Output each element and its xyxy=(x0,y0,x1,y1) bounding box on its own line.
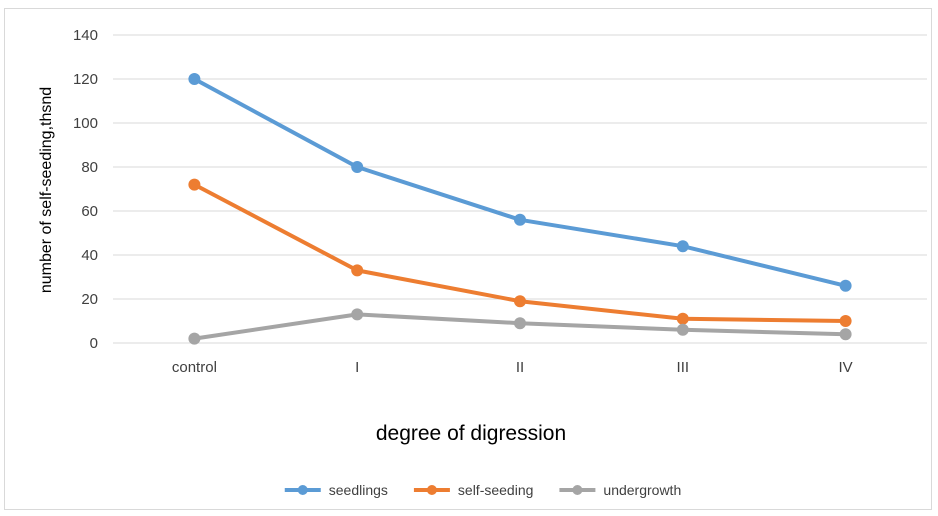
data-point-undergrowth xyxy=(839,328,852,341)
x-axis-ticks: control I II III IV xyxy=(172,359,853,376)
y-tick-label: 100 xyxy=(73,115,98,132)
legend: seedlings self-seeding undergrowth xyxy=(284,482,681,498)
x-axis-title: degree of digression xyxy=(376,422,566,445)
data-point-self-seeding xyxy=(351,264,364,277)
gridlines xyxy=(113,34,927,344)
x-tick-label: II xyxy=(516,359,524,376)
data-point-seedlings xyxy=(839,279,852,292)
data-point-seedlings xyxy=(351,161,364,173)
series-points xyxy=(188,73,852,345)
y-tick-label: 120 xyxy=(73,71,98,88)
data-point-self-seeding xyxy=(188,178,201,191)
data-point-seedlings xyxy=(188,73,201,85)
y-axis-ticks: 0 20 40 60 80 100 120 140 xyxy=(73,27,98,352)
y-tick-label: 80 xyxy=(81,159,98,176)
legend-label: self-seeding xyxy=(458,482,534,498)
x-tick-label: control xyxy=(172,359,217,376)
data-point-undergrowth xyxy=(514,317,526,330)
y-axis-title: number of self-seeding,thsnd xyxy=(38,87,55,293)
x-tick-label: III xyxy=(677,359,690,376)
legend-label: undergrowth xyxy=(603,482,681,498)
y-tick-label: 40 xyxy=(81,247,98,264)
y-tick-label: 20 xyxy=(81,291,98,308)
y-tick-label: 140 xyxy=(73,27,98,44)
legend-swatch-marker xyxy=(426,485,437,495)
x-tick-label: I xyxy=(355,359,359,376)
data-point-self-seeding xyxy=(676,312,689,325)
data-point-undergrowth xyxy=(676,323,689,336)
data-point-self-seeding xyxy=(514,295,526,308)
y-tick-label: 0 xyxy=(90,335,98,352)
legend-label: seedlings xyxy=(329,482,388,498)
y-tick-label: 60 xyxy=(81,203,98,220)
data-point-undergrowth xyxy=(188,332,201,345)
legend-swatch-marker xyxy=(297,485,308,495)
data-point-seedlings xyxy=(514,213,526,226)
data-point-self-seeding xyxy=(839,315,852,327)
chart-frame xyxy=(4,8,932,510)
data-point-seedlings xyxy=(676,240,689,253)
legend-swatch-marker xyxy=(572,485,583,495)
data-point-undergrowth xyxy=(351,308,364,321)
x-tick-label: IV xyxy=(839,359,853,376)
